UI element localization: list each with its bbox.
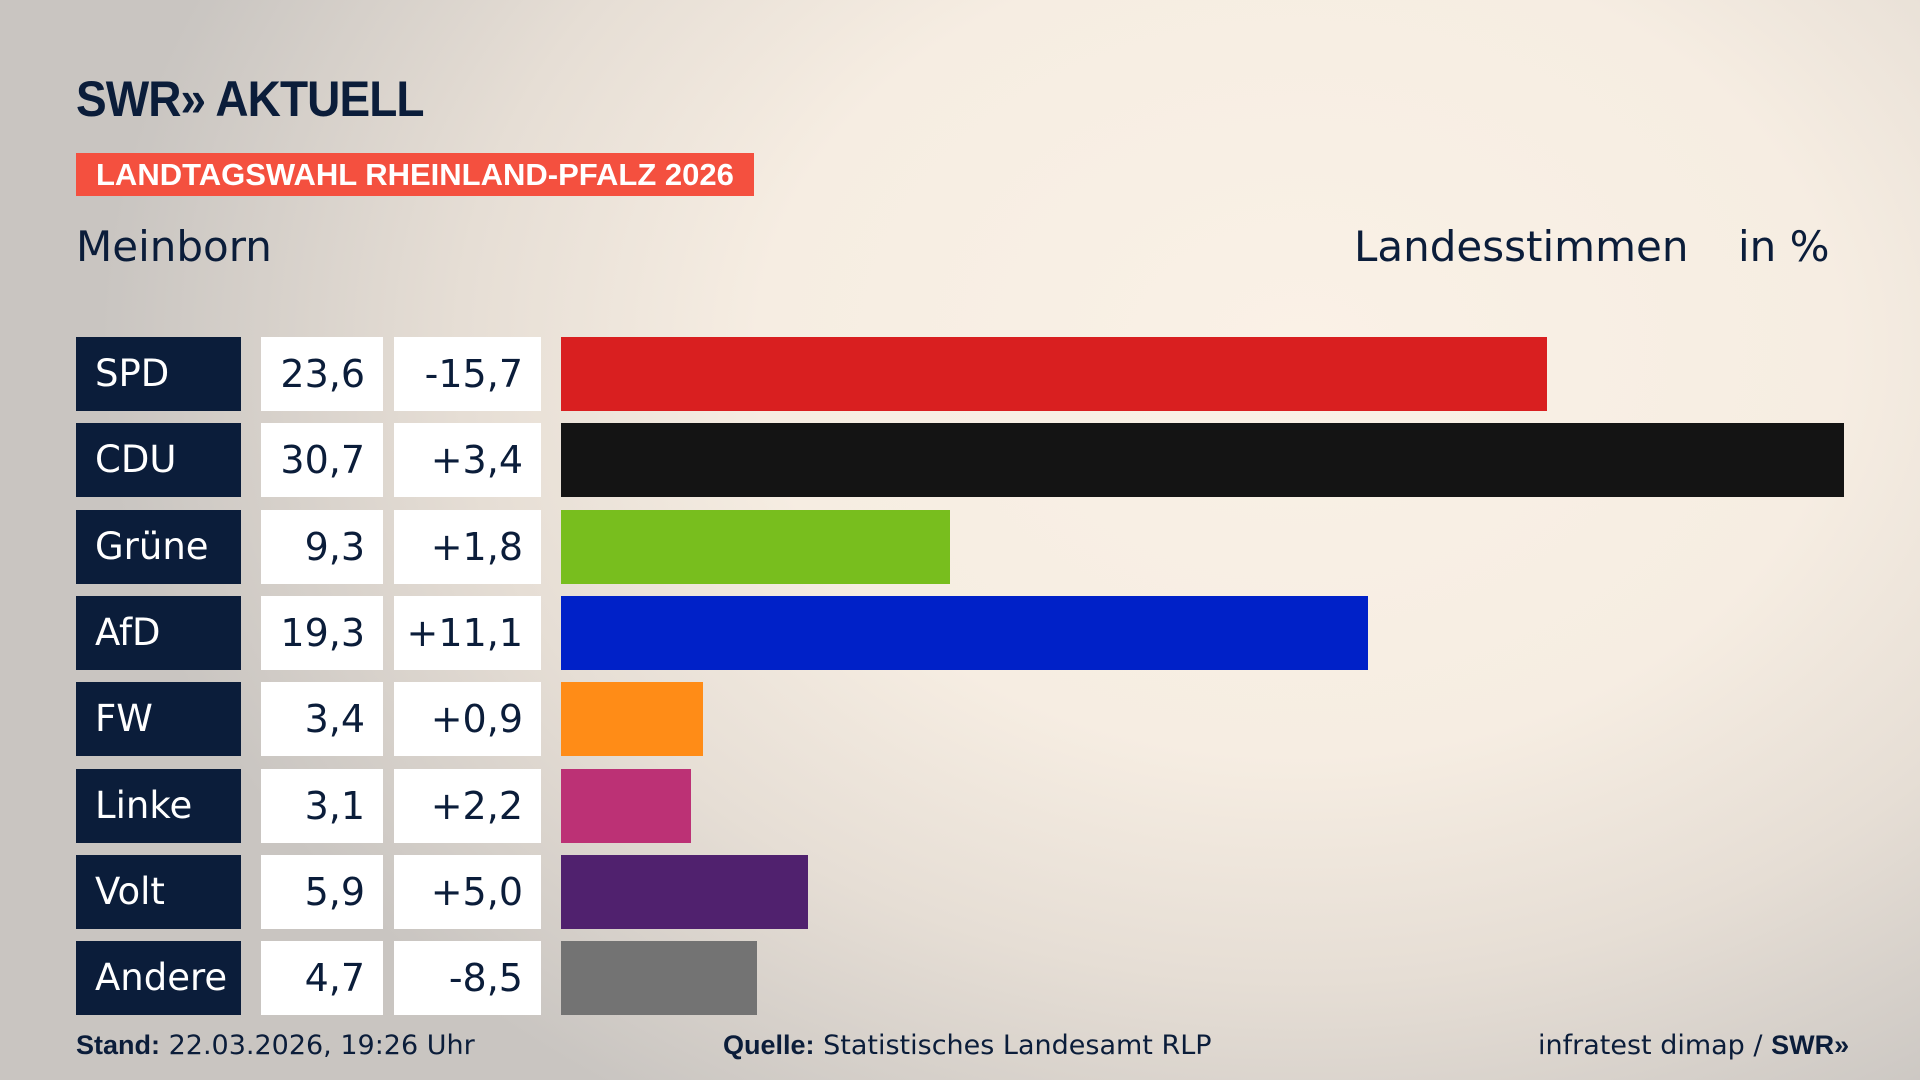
change-label: +3,4 (394, 423, 541, 498)
credit: infratest dimap / SWR» (1538, 1030, 1849, 1061)
timestamp: Stand: 22.03.2026, 19:26 Uhr (76, 1030, 475, 1061)
change-label: +2,2 (394, 768, 541, 843)
value-label: 4,7 (261, 941, 383, 1016)
bar-volt (561, 854, 808, 929)
election-banner: LANDTAGSWAHL RHEINLAND-PFALZ 2026 (76, 153, 754, 196)
change-label: -15,7 (394, 337, 541, 411)
change-label: +0,9 (394, 682, 541, 757)
source: Quelle: Statistisches Landesamt RLP (723, 1030, 1212, 1061)
bar-grüne (561, 509, 950, 584)
party-label: FW (76, 682, 241, 757)
value-label: 30,7 (261, 423, 383, 498)
bar-linke (561, 768, 691, 843)
party-label: Linke (76, 768, 241, 843)
change-label: +5,0 (394, 854, 541, 929)
credit-text: infratest dimap / (1538, 1030, 1763, 1061)
value-label: 3,4 (261, 682, 383, 757)
value-label: 19,3 (261, 595, 383, 670)
party-label: AfD (76, 595, 241, 670)
value-label: 5,9 (261, 854, 383, 929)
value-label: 9,3 (261, 509, 383, 584)
vote-type-label: Landesstimmen (1354, 222, 1689, 271)
party-label: SPD (76, 337, 241, 411)
bar-spd (561, 337, 1548, 411)
bar-cdu (561, 423, 1844, 498)
value-label: 3,1 (261, 768, 383, 843)
party-label: Andere (76, 941, 241, 1016)
bar-andere (561, 941, 758, 1016)
unit-label: in % (1738, 222, 1830, 271)
party-label: Grüne (76, 509, 241, 584)
change-label: -8,5 (394, 941, 541, 1016)
party-label: Volt (76, 854, 241, 929)
change-label: +11,1 (394, 595, 541, 670)
place-title: Meinborn (76, 222, 272, 271)
swr-logo-small: SWR» (1771, 1030, 1850, 1060)
party-label: CDU (76, 423, 241, 498)
source-label: Quelle: (723, 1030, 815, 1060)
stand-label: Stand: (76, 1030, 160, 1060)
swr-aktuell-logo: SWR» AKTUELL (76, 71, 424, 127)
bar-fw (561, 682, 704, 757)
value-label: 23,6 (261, 337, 383, 411)
stand-value: 22.03.2026, 19:26 Uhr (168, 1030, 475, 1061)
bar-afd (561, 595, 1368, 670)
change-label: +1,8 (394, 509, 541, 584)
source-value: Statistisches Landesamt RLP (823, 1030, 1212, 1061)
